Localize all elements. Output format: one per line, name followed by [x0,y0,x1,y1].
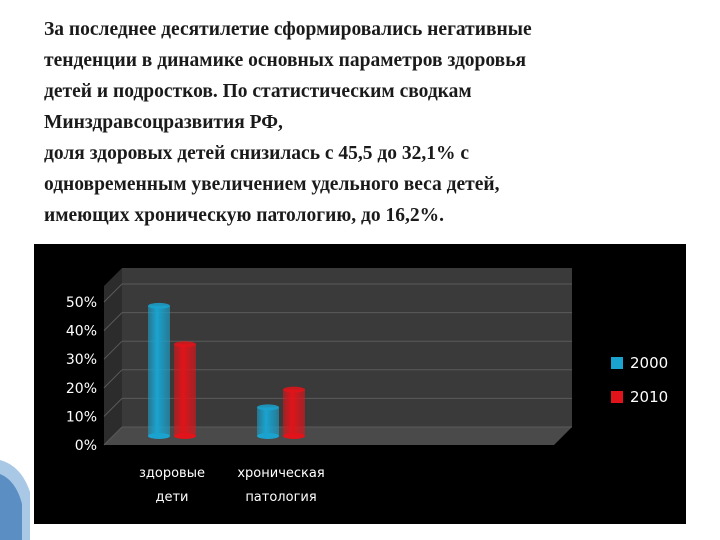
text-line: За последнее десятилетие сформировались … [44,19,532,40]
bar-cap [174,341,196,348]
chart-panel: 0% 10% 20% 30% 40% 50% здоровые дети хроническая… [34,244,686,524]
y-tick-label: 10% [66,409,97,425]
category-label: дети [155,490,188,505]
bar-base [148,433,170,439]
bar-base [174,433,196,439]
bar-chart: 0% 10% 20% 30% 40% 50% здоровые дети хроническая… [66,268,668,505]
text-line: имеющих хроническую патологию, до 16,2%. [44,205,444,226]
gridline-side [103,283,123,303]
bar-2000 [257,407,279,436]
y-tick-label: 40% [66,324,97,340]
bar-2010 [174,344,196,436]
bar-2000 [148,305,170,436]
text-line: доля здоровых детей снизилась с 45,5 до … [44,143,470,164]
gridline-side [103,426,123,446]
legend-label: 2010 [630,388,668,406]
bar-cap [283,386,305,393]
slide-text: За последнее десятилетие сформировались … [44,14,694,231]
category-label: патология [245,490,316,505]
text-line: тенденции в динамике основных параметров… [44,50,527,71]
legend-label: 2000 [630,354,668,372]
gridline-side [103,398,123,417]
gridline-side [103,340,123,360]
gridline-side [103,312,123,331]
category-label: здоровые [139,466,205,481]
legend-swatch-2010 [611,391,623,403]
text-line: Минздравсоцразвития РФ, [44,112,283,133]
chart-back-wall [122,268,572,427]
bar-cap [148,302,170,309]
decorative-wave [0,460,30,540]
bar-base [283,433,305,439]
y-tick-label: 30% [66,352,97,368]
bar-cap [257,404,279,411]
bar-base [257,433,279,439]
y-tick-label: 50% [66,295,97,311]
chart-side-wall [104,268,122,445]
bar-2010 [283,389,305,436]
gridline-side [103,369,123,389]
text-line: детей и подростков. По статистическим св… [44,81,472,102]
y-tick-label: 20% [66,381,97,397]
text-line: одновременным увеличением удельного веса… [44,174,500,195]
y-tick-label: 0% [75,438,97,454]
chart-floor [104,427,572,445]
category-label: хроническая [237,466,324,481]
legend-swatch-2000 [611,357,623,369]
